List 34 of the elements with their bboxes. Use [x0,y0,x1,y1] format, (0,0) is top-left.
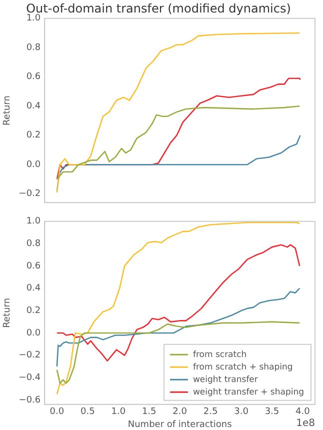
legend-label: weight transfer + shaping [192,387,304,398]
y-tick-label: 0.6 [26,72,41,82]
y-axis-title: Return [2,298,13,328]
y-tick-label: 1.0 [26,216,41,227]
y-tick-label: 0.8 [26,42,41,53]
y-tick-label: 0.4 [26,101,41,112]
x-tick-label: 2.0 [172,407,188,418]
legend-label: weight transfer [192,374,258,385]
y-tick-label: 0.6 [26,261,41,272]
legend-label: from scratch + shaping [192,362,293,372]
y-tick-label: −0.6 [18,395,41,406]
y-tick-label: −0.2 [18,189,41,200]
x-axis-title: Number of interactions [128,420,232,430]
x-tick-label: 2.5 [203,407,218,418]
x-tick-label: 0.5 [80,407,95,418]
y-tick-label: −0.2 [18,350,41,361]
y-tick-label: 0.2 [26,130,41,141]
x-tick-label: 1.0 [111,407,126,418]
legend-label: from scratch [192,350,247,360]
y-tick-label: −0.4 [18,372,41,383]
y-tick-label: 1.0 [26,14,41,24]
x-tick-label: 4.0 [296,407,310,418]
chart-title: Out-of-domain transfer (modified dynamics) [26,1,291,16]
y-tick-label: 0.8 [26,239,41,250]
x-tick-label: 3.0 [234,407,249,418]
y-axis-title: Return [2,96,13,126]
x-tick-label: 0.0 [50,407,64,418]
y-tick-label: 0.0 [26,160,41,170]
x-tick-label: 3.5 [264,407,280,418]
y-tick-label: 0.2 [26,306,41,316]
y-tick-label: 0.4 [26,284,41,294]
text: 1e8 [296,418,315,429]
y-tick-label: 0.0 [26,328,41,338]
x-tick-label: 1.5 [142,407,156,418]
